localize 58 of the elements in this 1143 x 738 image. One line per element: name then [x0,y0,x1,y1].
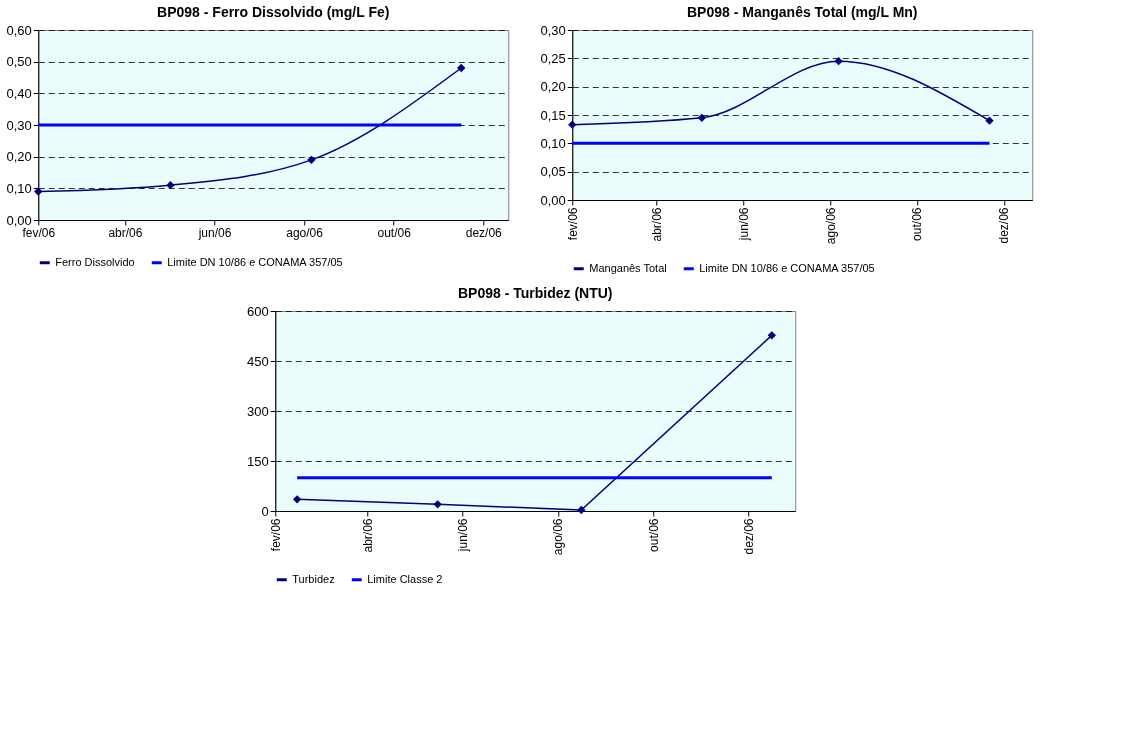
x-tick-label: fev/06 [565,207,580,241]
y-tick-label: 0,20 [6,149,32,165]
y-tick-label: 150 [247,453,269,469]
point [985,116,994,125]
y-tick-label: 0,00 [540,192,566,208]
chart-title: BP098 - Manganês Total (mg/L Mn) [686,4,918,20]
x-tick-label: jun/06 [197,225,232,240]
y-tick-label: 0,30 [540,22,566,38]
y-tick-label: 0,60 [6,22,32,38]
legend-label: Manganês Total [589,261,667,274]
x-tick-label: ago/06 [286,225,324,240]
x-tick-label: dez/06 [465,225,503,240]
point [577,505,586,515]
legend-label: Ferro Dissolvido [55,255,135,268]
x-tick-label: jun/06 [456,518,471,553]
legend-label: Turbidez [292,572,335,585]
point [433,500,442,509]
point [166,180,175,190]
y-tick-label: 0,10 [540,135,566,151]
y-tick-label: 0,15 [540,107,566,123]
point [307,155,316,165]
x-tick-label: dez/06 [997,207,1012,244]
y-tick-label: 0,40 [6,85,32,101]
point [568,120,577,129]
x-tick-label: ago/06 [823,207,838,245]
y-tick-label: 0 [261,503,269,519]
y-tick-label: 300 [247,403,269,419]
point [697,113,707,123]
y-tick-label: 0,00 [6,212,32,228]
x-tick-label: dez/06 [741,518,756,555]
chart-title: BP098 - Turbidez (NTU) [457,285,613,301]
legend-label: Limite Classe 2 [367,572,443,585]
x-tick-label: jun/06 [736,207,751,242]
y-tick-label: 0,50 [6,54,32,70]
legend-label: Limite DN 10/86 e CONAMA 357/05 [699,261,875,274]
y-tick-label: 0,05 [540,164,566,180]
point [767,331,777,340]
x-tick-label: out/06 [646,518,661,552]
y-tick-label: 0,20 [540,79,566,95]
x-tick-label: out/06 [910,207,925,241]
x-tick-label: abr/06 [108,225,143,240]
y-tick-label: 450 [247,353,269,369]
point [292,495,302,504]
legend-label: Limite DN 10/86 e CONAMA 357/05 [167,255,343,268]
y-tick-label: 0,30 [6,117,32,133]
y-tick-label: 0,10 [6,180,32,196]
point [834,56,843,66]
x-tick-label: abr/06 [360,518,375,553]
x-tick-label: out/06 [377,225,412,240]
x-tick-label: fev/06 [268,518,283,552]
y-tick-label: 0,25 [540,50,566,66]
x-tick-label: fev/06 [22,225,56,240]
point [34,187,43,196]
y-tick-label: 600 [247,303,269,319]
point [457,63,466,73]
x-tick-label: ago/06 [551,518,566,556]
chart-title: BP098 - Ferro Dissolvido (mg/L Fe) [157,4,390,20]
x-tick-label: abr/06 [649,207,664,242]
